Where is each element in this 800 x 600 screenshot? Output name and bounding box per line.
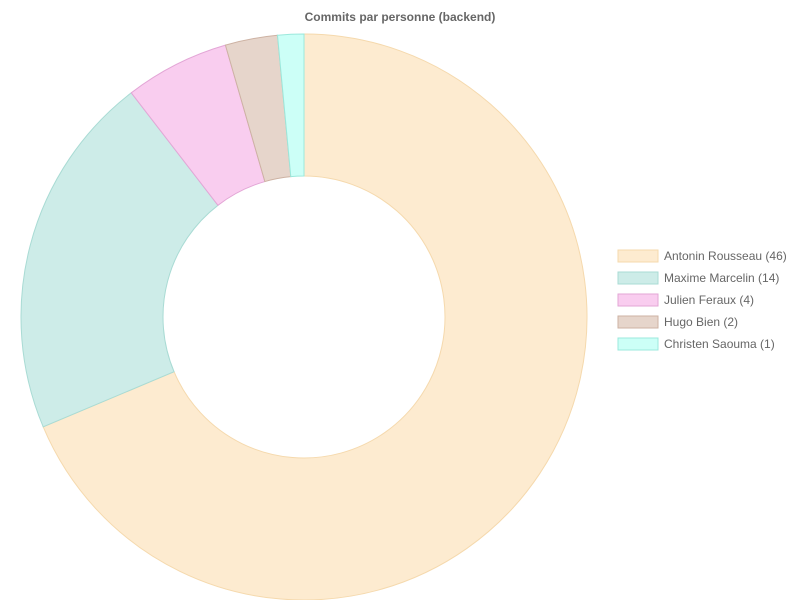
legend-item-1[interactable]: Antonin Rousseau (46)	[617, 249, 787, 263]
legend-item-2[interactable]: Maxime Marcelin (14)	[617, 271, 779, 285]
chart-legend: Antonin Rousseau (46) Maxime Marcelin (14…	[617, 249, 787, 351]
legend-swatch	[617, 293, 659, 307]
legend-item-4[interactable]: Hugo Bien (2)	[617, 315, 738, 329]
chart-title: Commits par personne (backend)	[305, 10, 496, 24]
legend-label: Hugo Bien (2)	[664, 315, 738, 329]
legend-label: Julien Feraux (4)	[664, 293, 754, 307]
legend-swatch	[617, 315, 659, 329]
slice-2[interactable]	[20, 92, 219, 428]
legend-swatch	[617, 337, 659, 351]
slice-5[interactable]	[276, 33, 305, 178]
legend-swatch	[617, 249, 659, 263]
slice-1[interactable]	[42, 33, 588, 600]
legend-item-5[interactable]: Christen Saouma (1)	[617, 337, 775, 351]
legend-label: Antonin Rousseau (46)	[664, 249, 787, 263]
legend-label: Maxime Marcelin (14)	[664, 271, 779, 285]
legend-swatch	[617, 271, 659, 285]
chart-slices	[20, 33, 588, 600]
legend-item-3[interactable]: Julien Feraux (4)	[617, 293, 754, 307]
legend-label: Christen Saouma (1)	[664, 337, 775, 351]
